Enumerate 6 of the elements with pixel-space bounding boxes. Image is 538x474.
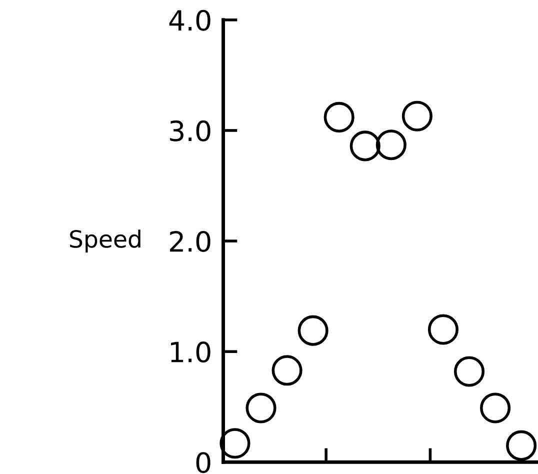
y-tick-label: 3.0 [170, 120, 210, 142]
y-tick-label: 2.0 [170, 230, 210, 252]
y-tick-label: 4.0 [169, 10, 210, 31]
y-tick-label: 0 [196, 452, 210, 474]
y-tick-label: 1.0 [171, 342, 210, 363]
y-axis-title: Speed [70, 230, 140, 252]
